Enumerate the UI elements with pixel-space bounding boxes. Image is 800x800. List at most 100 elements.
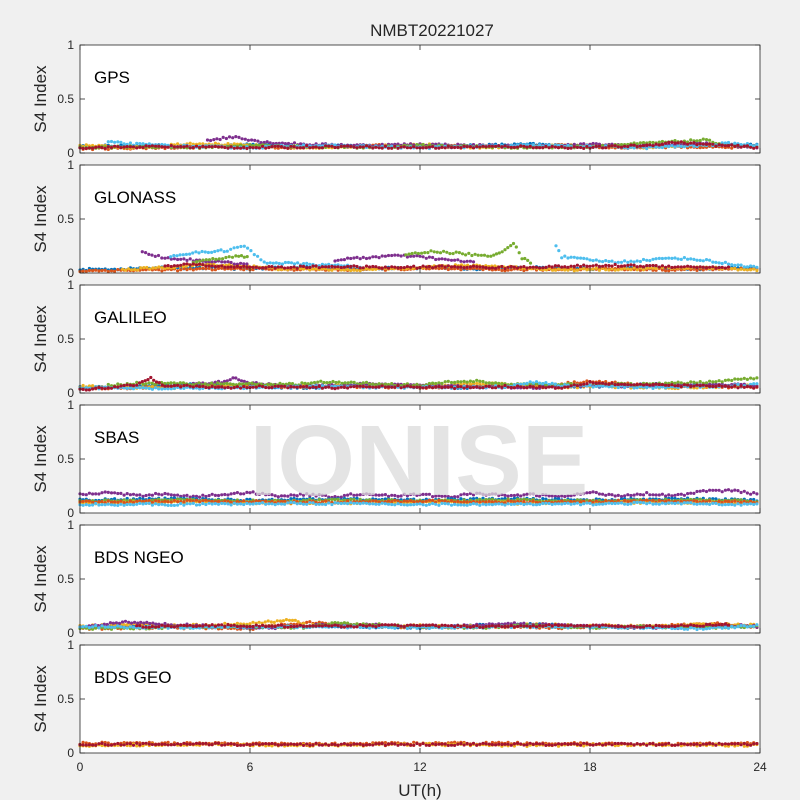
data-point: [198, 262, 202, 266]
data-point: [443, 265, 447, 269]
data-point: [437, 257, 441, 261]
data-point: [172, 264, 176, 268]
data-point: [333, 387, 337, 391]
data-point: [651, 382, 655, 387]
data-point: [342, 144, 346, 148]
data-point: [140, 250, 144, 254]
data-point: [755, 492, 759, 496]
data-point: [235, 146, 239, 150]
data-point: [585, 382, 589, 386]
data-point: [106, 386, 110, 390]
data-point: [222, 250, 226, 254]
data-point: [203, 250, 207, 254]
data-point: [188, 252, 192, 256]
data-point: [141, 142, 145, 146]
data-point: [664, 265, 668, 269]
data-point: [245, 265, 249, 269]
data-point: [364, 380, 369, 384]
data-point: [84, 146, 88, 150]
data-point: [509, 265, 513, 269]
data-point: [383, 144, 387, 148]
data-point: [478, 379, 482, 383]
data-point: [698, 265, 702, 269]
data-point: [440, 381, 444, 385]
data-point: [648, 259, 652, 263]
data-point: [301, 267, 306, 271]
data-point: [525, 143, 529, 147]
data-point: [613, 383, 617, 387]
data-point: [295, 146, 299, 150]
data-point: [579, 267, 583, 271]
data-point: [131, 384, 136, 388]
data-point: [195, 260, 199, 264]
data-point: [220, 266, 224, 270]
data-point: [506, 145, 510, 149]
data-point: [749, 385, 753, 389]
data-point: [453, 145, 457, 150]
data-point: [635, 145, 639, 149]
data-point: [520, 257, 524, 261]
data-point: [591, 259, 595, 263]
data-point: [446, 267, 450, 272]
data-point: [431, 145, 435, 149]
data-point: [150, 144, 154, 148]
data-point: [453, 380, 457, 384]
data-point: [87, 268, 91, 273]
data-point: [597, 384, 602, 388]
data-point: [544, 265, 548, 269]
data-point: [213, 493, 217, 497]
data-point: [371, 146, 375, 150]
data-point: [368, 145, 372, 149]
data-point: [572, 383, 576, 387]
data-point: [471, 380, 476, 384]
data-point: [657, 145, 661, 149]
data-point: [679, 140, 683, 144]
data-point: [528, 265, 532, 269]
data-point: [478, 145, 482, 149]
data-point: [460, 252, 465, 256]
data-point: [309, 381, 313, 385]
data-point: [188, 141, 192, 145]
data-point: [698, 384, 702, 388]
data-point: [604, 263, 608, 267]
data-point: [572, 142, 576, 146]
data-point: [503, 267, 507, 271]
data-point: [201, 144, 205, 148]
data-point: [585, 257, 589, 261]
data-point: [125, 145, 129, 149]
data-point: [610, 259, 614, 263]
data-point: [352, 380, 356, 384]
data-point: [377, 266, 381, 270]
data-point: [273, 384, 277, 388]
data-point: [204, 145, 208, 149]
data-point: [299, 142, 303, 146]
data-point: [181, 381, 185, 385]
data-point: [242, 145, 246, 150]
data-point: [616, 264, 620, 268]
data-point: [232, 246, 236, 250]
data-point: [604, 268, 608, 272]
data-point: [191, 251, 195, 255]
data-point: [708, 488, 712, 492]
data-point: [427, 264, 431, 269]
data-point: [210, 268, 214, 272]
data-point: [229, 386, 233, 390]
data-point: [742, 265, 746, 269]
data-point: [497, 267, 501, 271]
data-point: [421, 386, 425, 390]
data-point: [200, 249, 204, 254]
data-point: [151, 266, 155, 270]
data-point: [100, 491, 104, 495]
data-point: [723, 260, 728, 264]
data-point: [157, 387, 161, 391]
data-point: [371, 385, 375, 389]
data-point: [641, 383, 646, 387]
data-point: [442, 249, 446, 253]
data-point: [569, 264, 573, 268]
data-point: [714, 266, 718, 270]
data-point: [145, 265, 149, 270]
data-point: [531, 381, 535, 385]
data-point: [579, 145, 583, 150]
data-point: [201, 266, 205, 270]
data-point: [456, 258, 460, 262]
